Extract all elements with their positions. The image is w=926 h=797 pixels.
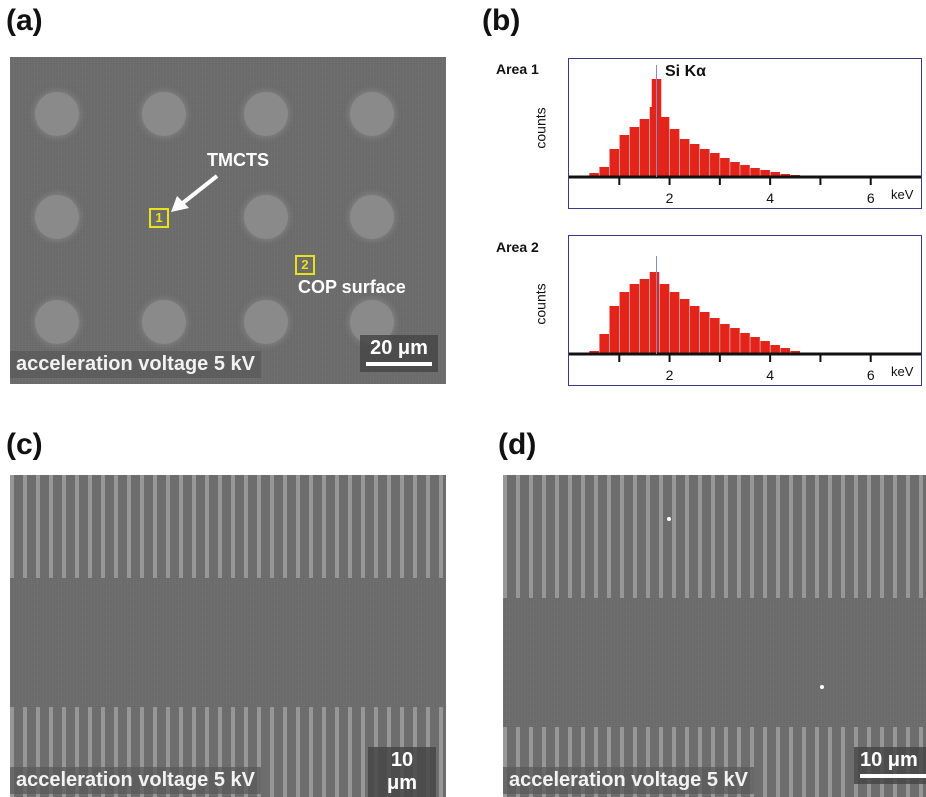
panel-d-label: (d) [498, 428, 537, 461]
cop-surface-annotation: COP surface [298, 277, 406, 297]
si-ka-peak-label: Si Kα [665, 63, 706, 80]
scale-bar-a: 20 μm [360, 335, 438, 372]
spectrum-bar [750, 337, 760, 354]
spectrum-bar [659, 284, 670, 354]
tmcts-dot [350, 195, 394, 239]
scale-bar-a-label: 20 μm [370, 337, 428, 359]
keV-unit-2: keV [891, 364, 914, 379]
scale-bar-d-line [860, 774, 926, 778]
spectrum-bar [599, 334, 609, 354]
spectrum-bar [679, 139, 690, 177]
sem-image-d: acceleration voltage 5 kV 10 μm [503, 475, 926, 797]
spectrum-bar [740, 333, 750, 354]
line-pattern-top [503, 475, 926, 598]
area-1-label: Area 1 [496, 61, 539, 77]
panel-a-label: (a) [6, 4, 43, 37]
spectrum-bar [689, 144, 700, 177]
spectrum-bar [619, 135, 630, 177]
spectrum-bar [669, 129, 680, 177]
caption-c: acceleration voltage 5 kV [10, 767, 262, 794]
spectrum-bar [699, 312, 710, 354]
area-2-label: Area 2 [496, 239, 539, 255]
spectrum-bar [710, 318, 720, 354]
tmcts-dot [142, 300, 186, 344]
x-tick-label: 2 [666, 367, 674, 383]
spectrum-bar [720, 158, 730, 177]
tmcts-dot [244, 195, 288, 239]
spectrum-area-1-chart: 2 4 6 [569, 65, 921, 206]
scale-bar-d-label: 10 μm [860, 749, 918, 771]
spectrum-bar [589, 173, 599, 177]
tmcts-annotation: TMCTS [207, 150, 269, 170]
spectrum-area-1: 2 4 6 Si Kα keV [568, 58, 922, 209]
scale-bar-c-label: 10 μm [386, 749, 418, 794]
spectrum-bar [750, 168, 760, 177]
particle-dot [820, 685, 824, 689]
spectrum-bar [609, 306, 620, 354]
spectrum-bar [689, 306, 700, 354]
spectrum-bar [679, 299, 690, 354]
sem-image-c: acceleration voltage 5 kV 10 μm [10, 475, 446, 797]
spectrum-area-2-chart: 2 4 6 [569, 256, 921, 383]
spectrum-bar [720, 324, 730, 354]
spectrum-bar [770, 172, 780, 177]
spectrum-bar [629, 284, 640, 354]
tmcts-dot [244, 300, 288, 344]
spectrum-bar [710, 153, 720, 177]
tmcts-dot [35, 195, 79, 239]
x-tick-label: 6 [867, 190, 875, 206]
scale-bar-a-line [366, 362, 432, 366]
spectrum-bar [609, 149, 620, 177]
spectrum-bar [699, 149, 710, 177]
keV-unit-1: keV [891, 187, 914, 202]
counts-ylabel-1: counts [532, 107, 549, 149]
spectrum-bar [619, 292, 630, 354]
tmcts-dot [35, 300, 79, 344]
panel-c-label: (c) [6, 428, 43, 461]
spectrum-bar [770, 345, 780, 354]
spectrum-bar [730, 328, 740, 354]
spectrum-bar [639, 279, 650, 354]
spectrum-bar [599, 167, 609, 177]
spectrum-bar [780, 348, 791, 354]
x-tick-label: 4 [766, 190, 774, 206]
tmcts-dot [35, 92, 79, 136]
spectrum-bar [760, 341, 770, 354]
spectrum-bar [659, 117, 670, 177]
x-tick-label: 2 [666, 190, 674, 206]
spectrum-bar [730, 162, 740, 177]
line-pattern-top [10, 475, 446, 578]
tmcts-dot [350, 92, 394, 136]
tmcts-dot [244, 92, 288, 136]
caption-d: acceleration voltage 5 kV [503, 767, 755, 794]
x-tick-label: 6 [867, 367, 875, 383]
spectrum-bar [740, 165, 750, 177]
scale-bar-d: 10 μm [854, 747, 926, 784]
caption-a: acceleration voltage 5 kV [10, 351, 262, 378]
area-2-box: 2 [295, 255, 315, 275]
particle-dot [667, 517, 671, 521]
spectrum-bar [760, 170, 770, 177]
counts-ylabel-2: counts [532, 283, 549, 325]
panel-b-label: (b) [482, 4, 521, 37]
tmcts-dot [142, 92, 186, 136]
spectrum-area-2: 2 4 6 keV [568, 235, 922, 386]
spectrum-bar [649, 272, 660, 354]
sem-image-a: 1 2 TMCTS COP surface acceleration volta… [10, 57, 446, 384]
arrow-icon [171, 174, 219, 212]
area-1-box: 1 [149, 208, 169, 228]
scale-bar-c: 10 μm [368, 747, 436, 797]
spectrum-bar [669, 292, 680, 354]
spectrum-bar [629, 127, 640, 177]
x-tick-label: 4 [766, 367, 774, 383]
spectrum-bar [639, 119, 650, 177]
